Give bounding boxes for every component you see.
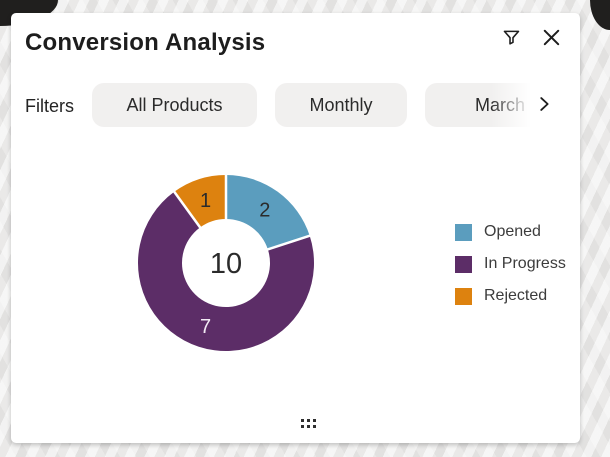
- legend-swatch: [455, 223, 472, 241]
- slice-separator: [172, 190, 202, 229]
- conversion-analysis-card: Conversion Analysis Filters All Produ: [11, 13, 580, 443]
- filters-label: Filters: [25, 96, 74, 116]
- donut-slice-value: 1: [200, 190, 211, 212]
- chart-legend: Opened In Progress Rejected: [455, 223, 566, 305]
- donut-slices: 2 7 1: [138, 174, 314, 351]
- background-corner-decoration-right: [590, 0, 610, 30]
- filters-row: Filters All Products Monthly March: [25, 81, 580, 133]
- close-button[interactable]: [538, 26, 564, 52]
- donut-slice[interactable]: [138, 191, 314, 351]
- legend-item-opened[interactable]: Opened: [455, 223, 566, 241]
- slice-separator: [266, 234, 312, 251]
- filter-chip-all-products[interactable]: All Products: [92, 83, 257, 127]
- donut-center-total: 10: [210, 248, 242, 280]
- donut-slice[interactable]: [174, 175, 226, 228]
- legend-label: Opened: [484, 223, 541, 240]
- donut-slice-value: 7: [200, 316, 211, 338]
- chevron-right-icon: [533, 93, 555, 118]
- funnel-icon: [501, 27, 522, 51]
- chips-scroll-right-button[interactable]: [521, 83, 567, 127]
- legend-label: Rejected: [484, 287, 548, 304]
- card-header-actions: [498, 26, 564, 52]
- page-title: Conversion Analysis: [25, 29, 266, 56]
- legend-swatch: [455, 255, 472, 273]
- legend-item-in-progress[interactable]: In Progress: [455, 255, 566, 273]
- donut-slice[interactable]: [226, 175, 310, 250]
- legend-item-rejected[interactable]: Rejected: [455, 287, 566, 305]
- drag-handle[interactable]: [295, 416, 321, 430]
- filter-button[interactable]: [498, 26, 524, 52]
- donut-chart[interactable]: 2 7 1 10: [116, 153, 336, 373]
- filter-chip-monthly[interactable]: Monthly: [275, 83, 407, 127]
- donut-slice-value: 2: [259, 200, 270, 222]
- legend-swatch: [455, 287, 472, 305]
- legend-label: In Progress: [484, 255, 566, 272]
- donut-svg: 2 7 1 10: [138, 174, 314, 351]
- close-icon: [540, 26, 563, 52]
